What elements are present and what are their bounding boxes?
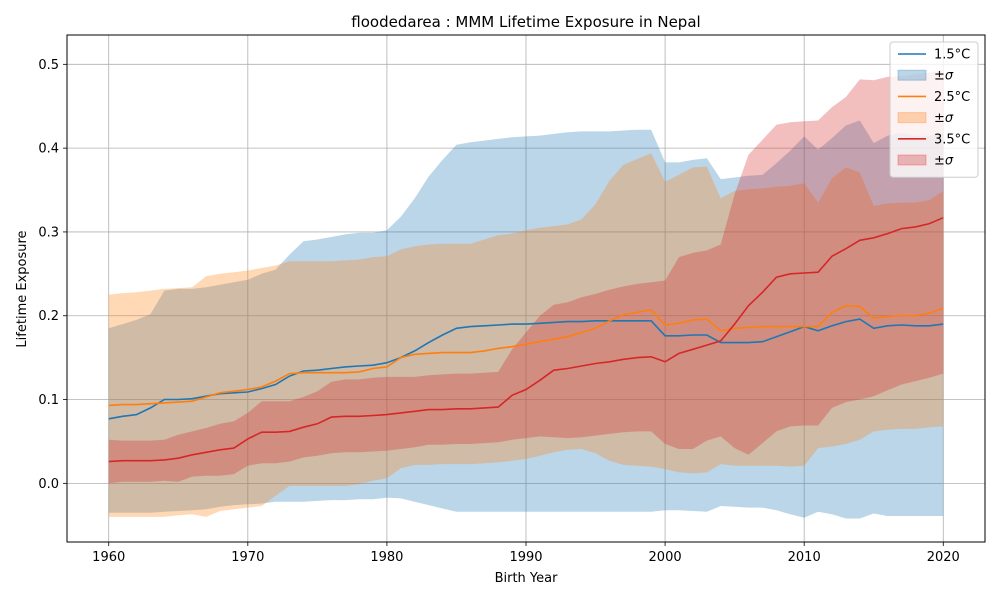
y-tick-label: 0.4 (38, 142, 59, 157)
legend-label: 3.5°C (934, 132, 970, 147)
legend-label: 1.5°C (934, 48, 970, 63)
legend: 1.5°C ±σ 2.5°C ±σ 3.5°C ±σ (889, 41, 979, 178)
x-ticks: 1960 1970 1980 1990 2000 2010 2020 (92, 542, 960, 565)
grid (67, 35, 985, 542)
lines (108, 216, 944, 463)
chart-title: floodedarea : MMM Lifetime Exposure in N… (351, 13, 700, 31)
legend-label: ±σ (934, 111, 954, 126)
legend-band-swatch (897, 112, 927, 124)
x-tick-label: 2020 (927, 550, 960, 565)
y-tick-label: 0.2 (38, 309, 59, 324)
legend-label: 2.5°C (934, 90, 970, 105)
x-tick-label: 2010 (788, 550, 821, 565)
line-series-3 (108, 216, 944, 463)
bands (108, 69, 944, 519)
y-ticks: 0.0 0.1 0.2 0.3 0.4 0.5 (38, 58, 67, 492)
x-tick-label: 1990 (509, 550, 542, 565)
x-axis-title: Birth Year (495, 571, 559, 586)
x-tick-label: 2000 (649, 550, 682, 565)
y-tick-label: 0.3 (38, 225, 59, 240)
x-tick-label: 1960 (92, 550, 125, 565)
y-tick-label: 0.0 (38, 477, 59, 492)
y-tick-label: 0.1 (38, 393, 59, 408)
legend-label: ±σ (934, 69, 954, 84)
band-series-2 (108, 153, 944, 517)
y-axis-title: Lifetime Exposure (15, 230, 30, 347)
x-tick-label: 1980 (370, 550, 403, 565)
band-series-1 (108, 120, 944, 519)
legend-box (889, 41, 979, 178)
line-series-2 (108, 304, 944, 407)
legend-label: ±σ (934, 154, 954, 169)
x-tick-label: 1970 (231, 550, 264, 565)
band-series-3 (108, 69, 944, 484)
legend-band-swatch (897, 69, 927, 81)
y-tick-label: 0.5 (38, 58, 59, 73)
legend-band-swatch (897, 154, 927, 166)
